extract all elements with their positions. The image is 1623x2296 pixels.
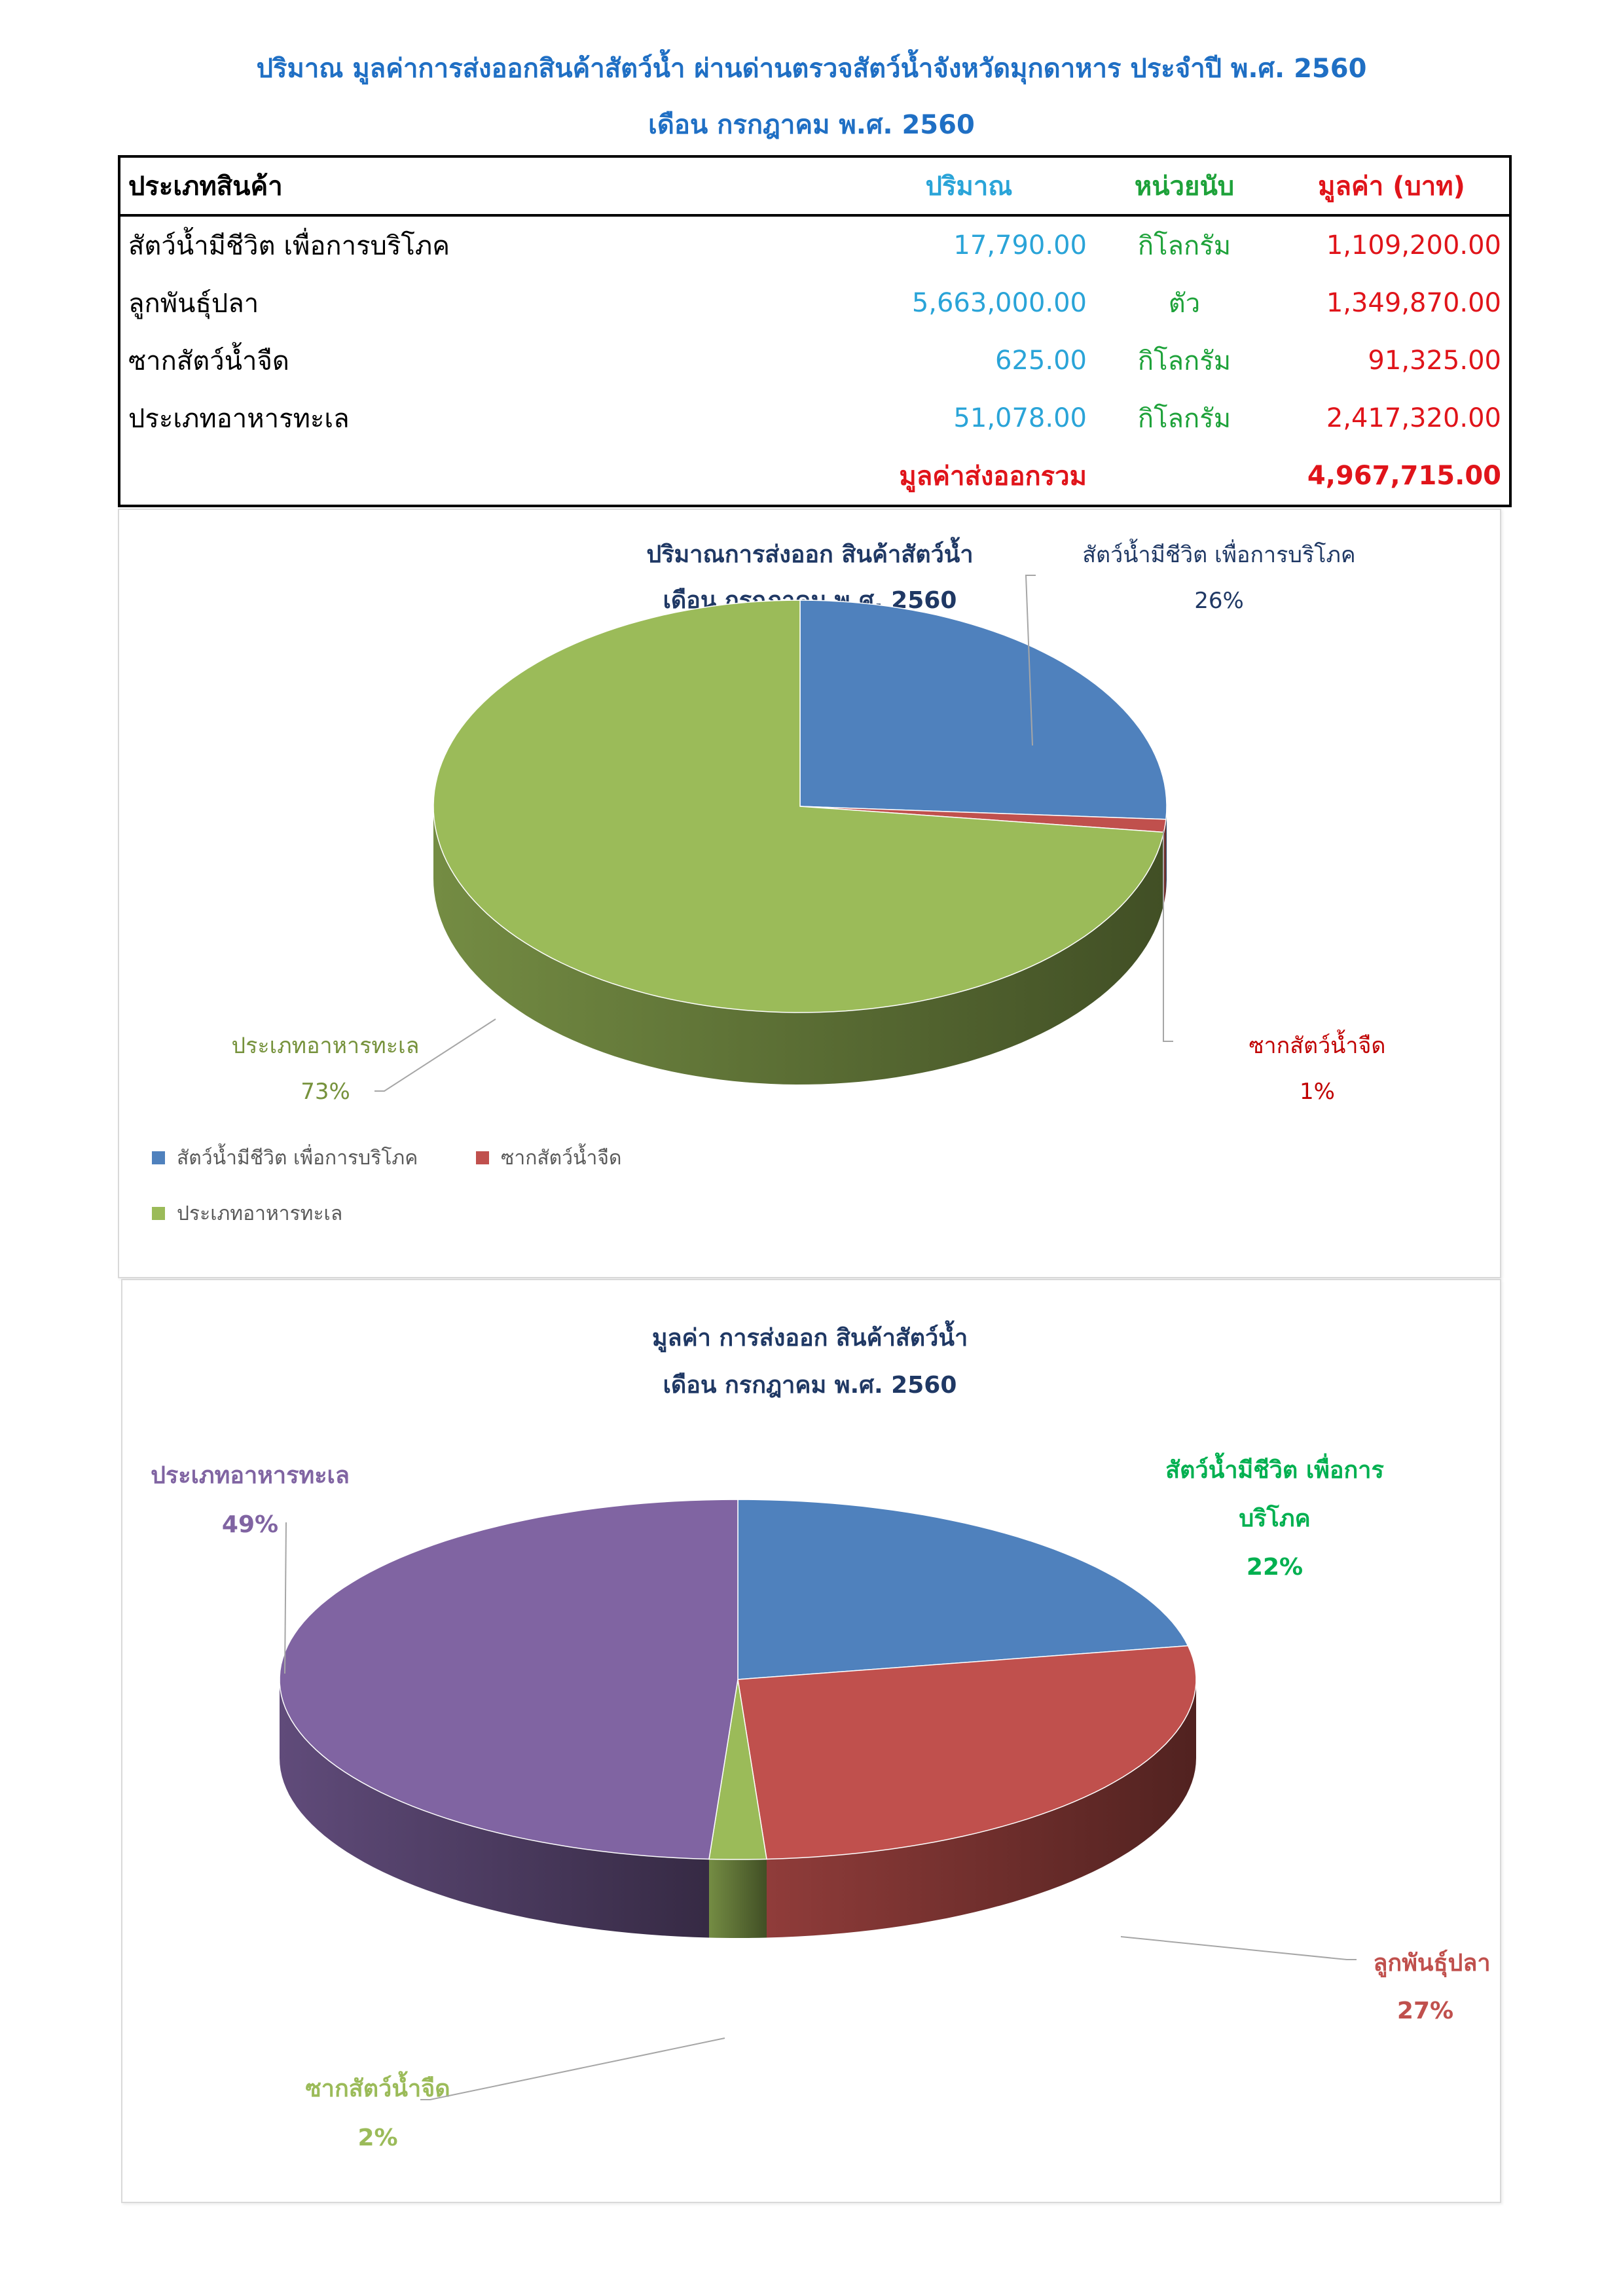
slice-3-side xyxy=(709,1859,767,1938)
table-row: ประเภทอาหารทะเล 51,078.00 กิโลกรัม 2,417… xyxy=(119,389,1510,447)
row-quantity: 5,663,000.00 xyxy=(911,288,1087,318)
quantity-pie-svg: ปริมาณการส่งออก สินค้าสัตว์น้ำเดือน กรกฎ… xyxy=(152,537,1386,1225)
chart-title: ปริมาณการส่งออก สินค้าสัตว์น้ำ xyxy=(646,537,973,568)
leader-line-3 xyxy=(374,1018,496,1092)
row-unit: ตัว xyxy=(1168,289,1201,319)
header-unit: หน่วยนับ xyxy=(1095,156,1274,217)
legend-swatch-2 xyxy=(476,1151,489,1164)
row-quantity: 625.00 xyxy=(995,346,1087,376)
value-pie-svg: มูลค่า การส่งออก สินค้าสัตว์น้ำเดือน กรก… xyxy=(151,1320,1491,2151)
legend-label-3: ประเภทอาหารทะเล xyxy=(177,1202,342,1225)
header-category: ประเภทสินค้า xyxy=(119,156,843,217)
data-label-name-1a: สัตว์น้ำมีชีวิต เพื่อการ xyxy=(1165,1452,1384,1484)
row-name: ลูกพันธุ์ปลา xyxy=(128,289,259,319)
slice-2-side xyxy=(1163,819,1166,905)
quantity-pie-chart: ปริมาณการส่งออก สินค้าสัตว์น้ำเดือน กรกฎ… xyxy=(118,509,1501,1278)
data-label-value-4: 49% xyxy=(222,1511,278,1538)
slice-4-side xyxy=(280,1679,709,1938)
row-name: ประเภทอาหารทะเล xyxy=(128,404,350,434)
table-header-row: ประเภทสินค้า ปริมาณ หน่วยนับ มูลค่า (บาท… xyxy=(119,156,1510,217)
data-label-name-1: สัตว์น้ำมีชีวิต เพื่อการบริโภค xyxy=(1082,539,1355,568)
row-name: ซากสัตว์น้ำจืด xyxy=(128,346,289,376)
legend-swatch-3 xyxy=(152,1207,165,1220)
leader-line-3 xyxy=(420,2037,725,2100)
slice-3-side xyxy=(433,806,1164,1085)
data-label-value-3: 2% xyxy=(357,2125,397,2151)
row-name: สัตว์น้ำมีชีวิต เพื่อการบริโภค xyxy=(128,231,450,261)
table-row: ลูกพันธุ์ปลา 5,663,000.00 ตัว 1,349,870.… xyxy=(119,274,1510,332)
row-quantity: 17,790.00 xyxy=(953,230,1087,260)
page-subtitle: เดือน กรกฎาคม พ.ศ. 2560 xyxy=(648,110,975,140)
row-value: 1,109,200.00 xyxy=(1326,230,1501,260)
total-label: มูลค่าส่งออกรวม xyxy=(899,461,1087,492)
slice-1-top xyxy=(737,1499,1189,1680)
row-value: 91,325.00 xyxy=(1368,346,1501,376)
data-label-value-1: 26% xyxy=(1194,588,1244,614)
header-quantity: ปริมาณ xyxy=(843,156,1095,217)
leader-line-2 xyxy=(1120,1936,1357,1960)
row-value: 1,349,870.00 xyxy=(1326,288,1501,318)
data-label-value-3: 73% xyxy=(301,1079,350,1105)
data-label-value-2: 27% xyxy=(1397,1998,1453,2024)
data-label-name-1b: บริโภค xyxy=(1239,1504,1310,1532)
data-label-name-3: ประเภทอาหารทะเล xyxy=(232,1033,420,1059)
header-value: มูลค่า (บาท) xyxy=(1274,156,1510,217)
chart-title: มูลค่า การส่งออก สินค้าสัตว์น้ำ xyxy=(652,1320,968,1353)
table-row: สัตว์น้ำมีชีวิต เพื่อการบริโภค 17,790.00… xyxy=(119,215,1510,274)
data-label-name-2: ซากสัตว์น้ำจืด xyxy=(1249,1030,1385,1059)
data-label-value-2: 1% xyxy=(1300,1079,1335,1105)
row-quantity: 51,078.00 xyxy=(953,403,1087,433)
slice-3-top xyxy=(433,600,1165,1013)
page-title: ปริมาณ มูลค่าการส่งออกสินค้าสัตว์น้ำ ผ่า… xyxy=(256,54,1367,84)
legend-label-1: สัตว์น้ำมีชีวิต เพื่อการบริโภค xyxy=(177,1143,418,1170)
value-pie-chart: มูลค่า การส่งออก สินค้าสัตว์น้ำเดือน กรก… xyxy=(121,1279,1501,2203)
data-label-name-4: ประเภทอาหารทะเล xyxy=(151,1462,350,1489)
row-unit: กิโลกรัม xyxy=(1137,404,1231,434)
legend-label-2: ซากสัตว์น้ำจืด xyxy=(501,1143,621,1170)
slice-3-top xyxy=(708,1679,767,1860)
slice-1-side xyxy=(1165,806,1167,891)
data-label-value-1: 22% xyxy=(1247,1554,1303,1581)
data-label-name-3: ซากสัตว์น้ำจืด xyxy=(305,2071,450,2102)
slice-4-top xyxy=(279,1499,739,1860)
slice-2-side xyxy=(767,1679,1196,1938)
export-table: ประเภทสินค้า ปริมาณ หน่วยนับ มูลค่า (บาท… xyxy=(118,155,1512,507)
row-unit: กิโลกรัม xyxy=(1137,346,1231,376)
chart-subtitle: เดือน กรกฎาคม พ.ศ. 2560 xyxy=(663,1372,957,1399)
leader-line-1 xyxy=(1025,575,1036,746)
total-spacer xyxy=(1095,447,1274,506)
data-label-name-2: ลูกพันธุ์ปลา xyxy=(1373,1949,1490,1978)
legend-swatch-1 xyxy=(152,1151,165,1164)
table-row: ซากสัตว์น้ำจืด 625.00 กิโลกรัม 91,325.00 xyxy=(119,332,1510,389)
slice-2-top xyxy=(737,1645,1197,1860)
row-unit: กิโลกรัม xyxy=(1137,231,1231,261)
leader-line-4 xyxy=(284,1522,287,1674)
row-value: 2,417,320.00 xyxy=(1326,403,1501,433)
total-value: 4,967,715.00 xyxy=(1307,461,1501,491)
table-total-row: มูลค่าส่งออกรวม 4,967,715.00 xyxy=(119,447,1510,506)
leader-line-2 xyxy=(1163,831,1173,1042)
slice-1-top xyxy=(799,600,1167,820)
